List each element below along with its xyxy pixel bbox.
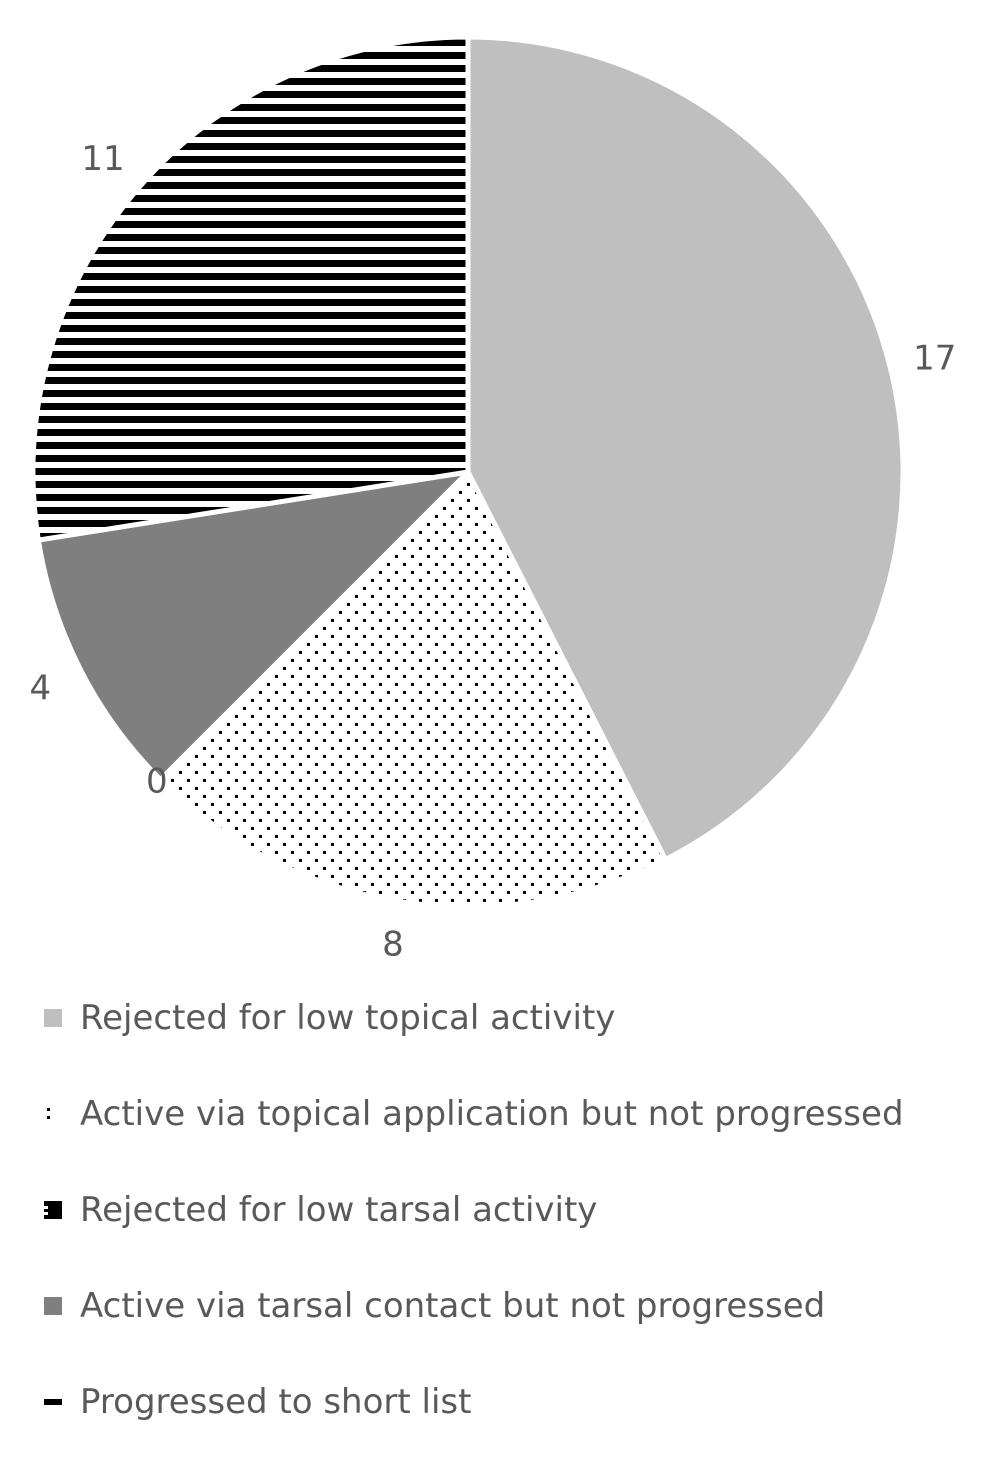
legend-item: Progressed to short list [44,1378,984,1426]
legend-label: Active via tarsal contact but not progre… [80,1286,826,1326]
legend-item: Rejected for low topical activity [44,994,984,1042]
pie-data-label: 17 [913,338,956,378]
legend-label: Active via topical application but not p… [80,1094,904,1134]
legend-label: Progressed to short list [80,1382,472,1422]
legend: Rejected for low topical activity Active… [44,994,984,1474]
legend-item: Active via topical application but not p… [44,1090,984,1138]
legend-label: Rejected for low tarsal activity [80,1190,598,1230]
legend-swatch [44,1201,62,1219]
pie-slices [30,34,906,910]
pie-slice [35,469,471,783]
pie-data-label: 0 [146,762,168,802]
pie-data-label: 11 [81,139,124,179]
pie-slice [465,34,906,863]
legend-item: Rejected for low tarsal activity [44,1186,984,1234]
pie-data-label: 4 [29,668,51,708]
legend-label: Rejected for low topical activity [80,998,616,1038]
legend-swatch [44,1105,62,1123]
pie-data-labels: 17 8 0 4 11 [29,139,956,965]
pie-slice [30,34,471,543]
legend-swatch [44,1297,62,1315]
legend-swatch [44,1399,62,1405]
pie-data-label: 8 [382,925,404,965]
pie-chart-svg: 17 8 0 4 11 [29,34,957,965]
pie-slice [157,469,668,910]
legend-swatch [44,1009,62,1027]
legend-item: Active via tarsal contact but not progre… [44,1282,984,1330]
